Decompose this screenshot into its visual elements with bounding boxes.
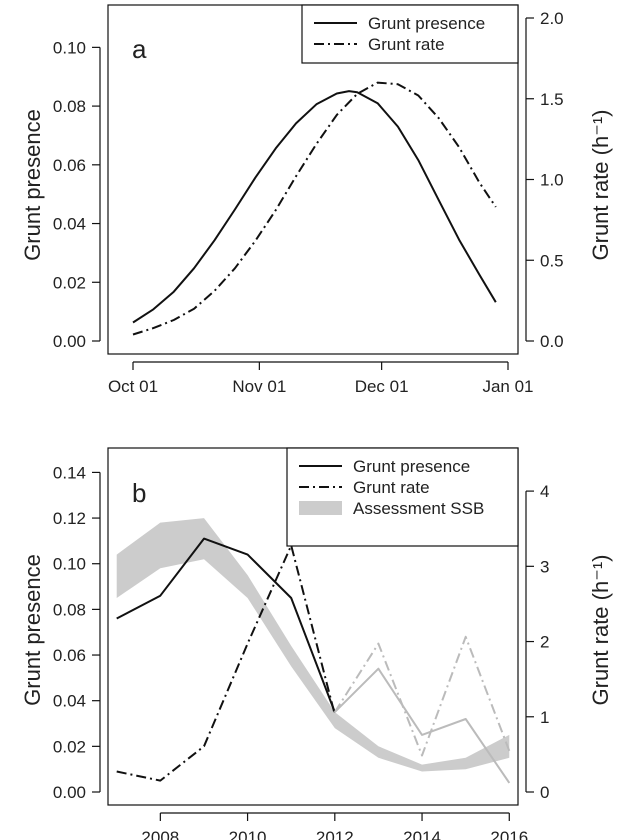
right-axis-tick-label: 3 [540, 557, 549, 576]
right-axis-tick-label: 0 [540, 783, 549, 802]
left-axis-tick-label: 0.08 [53, 97, 86, 116]
legend-box [286, 447, 519, 547]
left-axis-tick-label: 0.12 [53, 509, 86, 528]
right-axis-tick-label: 0.0 [540, 332, 564, 351]
assessment-ssb-band [116, 518, 510, 772]
right-axis-tick-label: 2 [540, 633, 549, 652]
panel-b-legend: Grunt presence Grunt rate Assessment SSB [286, 447, 519, 547]
left-axis-tick-label: 0.00 [53, 332, 86, 351]
left-axis-tick-label: 0.02 [53, 737, 86, 756]
bottom-axis-tick-label: 2014 [403, 828, 441, 840]
panel-a-right-axis-label: Grunt rate (h⁻¹) [588, 110, 613, 261]
left-axis-tick-label: 0.10 [53, 555, 86, 574]
left-axis-tick-label: 0.02 [53, 273, 86, 292]
legend-entry-label: Grunt presence [368, 14, 485, 33]
panel-b-right-axis-unit: (h⁻¹) [588, 555, 613, 601]
legend-entry-label: Grunt rate [353, 478, 430, 497]
panel-b-right-axis-title: Grunt rate [588, 606, 613, 705]
legend-swatch [299, 501, 342, 515]
panel-b-left-axis-label: Grunt presence [20, 554, 45, 706]
series-line-2 [334, 667, 511, 784]
left-axis-tick-label: 0.00 [53, 783, 86, 802]
left-axis-tick-label: 0.04 [53, 692, 86, 711]
bottom-axis-tick-label: 2012 [316, 828, 354, 840]
panel-b-label: b [132, 478, 146, 508]
right-axis-tick-label: 0.5 [540, 251, 564, 270]
panel-a-right-axis-unit: (h⁻¹) [588, 110, 613, 156]
bottom-axis-tick-label: Nov 01 [232, 377, 286, 396]
right-axis-tick-label: 2.0 [540, 9, 564, 28]
legend-entry-label: Grunt rate [368, 35, 445, 54]
right-axis-tick-label: 1.5 [540, 90, 564, 109]
bottom-axis-tick-label: Jan 01 [482, 377, 533, 396]
right-axis-tick-label: 4 [540, 482, 549, 501]
legend-entry-label: Grunt presence [353, 457, 470, 476]
panel-a-left-axis-label: Grunt presence [20, 109, 45, 261]
panel-b-right-axis-label: Grunt rate (h⁻¹) [588, 555, 613, 706]
panel-a: 0.00 0.02 0.04 0.06 0.08 0.10 0.0 0.5 1.0 1.5 2.0 O… [20, 4, 613, 396]
panel-a-legend: Grunt presence Grunt rate [301, 4, 519, 64]
left-axis-tick-label: 0.06 [53, 156, 86, 175]
bottom-axis-tick-label: Dec 01 [355, 377, 409, 396]
left-axis-tick-label: 0.08 [53, 600, 86, 619]
series-line-0 [116, 537, 336, 713]
panel-a-right-axis-title: Grunt rate [588, 161, 613, 260]
series-line-1 [116, 544, 336, 782]
series-line-1 [132, 81, 497, 336]
left-axis-tick-label: 0.14 [53, 463, 86, 482]
right-axis-tick-label: 1.0 [540, 171, 564, 190]
left-axis-tick-label: 0.10 [53, 38, 86, 57]
bottom-axis-tick-label: 2008 [141, 828, 179, 840]
series-line-0 [132, 90, 497, 324]
bottom-axis-tick-label: 2010 [229, 828, 267, 840]
right-axis-tick-label: 1 [540, 708, 549, 727]
bottom-axis-tick-label: Oct 01 [108, 377, 158, 396]
left-axis-tick-label: 0.06 [53, 646, 86, 665]
panel-b: 0.00 0.02 0.04 0.06 0.08 0.10 0.12 0.14 0 1 2 3 4 200… [20, 447, 613, 840]
panel-a-label: a [132, 34, 147, 64]
bottom-axis-tick-label: 2016 [490, 828, 528, 840]
series-line-3 [333, 635, 511, 757]
legend-entry-label: Assessment SSB [353, 499, 484, 518]
legend-box [301, 4, 519, 64]
left-axis-tick-label: 0.04 [53, 215, 86, 234]
